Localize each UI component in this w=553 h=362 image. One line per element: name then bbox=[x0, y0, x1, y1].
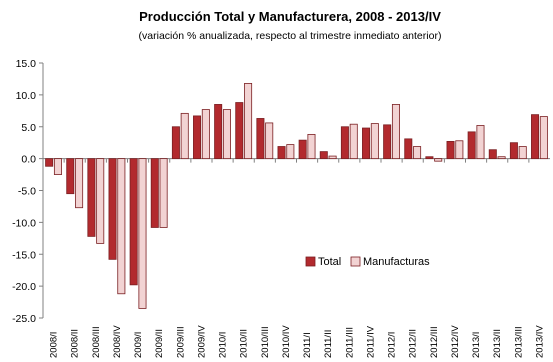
x-tick-label: 2013/IV bbox=[534, 325, 545, 358]
bar-manufacturas-2011-I bbox=[307, 133, 316, 160]
axes bbox=[39, 62, 550, 319]
bar-total-2009-II bbox=[150, 158, 159, 228]
bar-manufacturas-2012-I bbox=[391, 104, 400, 160]
x-tick-label: 2011/I bbox=[302, 332, 313, 358]
x-tick-label: 2010/IV bbox=[281, 325, 292, 358]
bar-manufacturas-2011-II bbox=[328, 155, 337, 160]
bar-manufacturas-2012-II bbox=[413, 146, 422, 160]
bar-total-2009-III bbox=[171, 126, 180, 160]
x-tick-label: 2012/IV bbox=[450, 325, 461, 358]
bar-total-2008-I bbox=[45, 158, 54, 167]
bar-manufacturas-2010-I bbox=[222, 109, 231, 160]
x-tick-label: 2009/I bbox=[133, 332, 144, 358]
bars bbox=[45, 83, 548, 309]
bar-total-2012-I bbox=[383, 124, 392, 160]
bar-total-2013-IV bbox=[531, 114, 540, 160]
legend-swatch-manufacturas bbox=[350, 256, 361, 267]
x-tick-label: 2013/III bbox=[513, 326, 524, 358]
y-tick-label: -20.0 bbox=[12, 281, 36, 293]
bar-manufacturas-2009-IV bbox=[201, 109, 210, 160]
bar-manufacturas-2010-III bbox=[265, 122, 274, 160]
bar-manufacturas-2009-I bbox=[138, 158, 147, 309]
x-tick-label: 2008/III bbox=[91, 326, 102, 358]
bar-manufacturas-2013-I bbox=[476, 125, 485, 160]
legend-label-manufacturas: Manufacturas bbox=[363, 256, 430, 268]
bar-total-2012-II bbox=[404, 138, 413, 160]
bar-manufacturas-2008-I bbox=[53, 158, 62, 175]
bar-manufacturas-2009-III bbox=[180, 112, 189, 160]
y-tick-label: -10.0 bbox=[12, 217, 36, 229]
x-tick-label: 2009/IV bbox=[196, 325, 207, 358]
bar-total-2008-IV bbox=[108, 158, 117, 260]
bar-manufacturas-2008-III bbox=[96, 158, 105, 244]
bar-total-2013-II bbox=[488, 149, 497, 160]
x-tick-label: 2009/III bbox=[175, 326, 186, 358]
bar-total-2009-I bbox=[129, 158, 138, 286]
bar-total-2013-III bbox=[509, 142, 518, 160]
bar-manufacturas-2011-III bbox=[349, 123, 358, 160]
bar-total-2010-IV bbox=[277, 146, 286, 160]
x-tick-label: 2012/III bbox=[429, 326, 440, 358]
x-tick-label: 2011/IV bbox=[365, 325, 376, 358]
chart-title: Producción Total y Manufacturera, 2008 -… bbox=[139, 9, 441, 24]
bar-manufacturas-2009-II bbox=[159, 158, 168, 228]
bar-manufacturas-2013-III bbox=[518, 146, 527, 160]
x-tick-labels: 2008/I 2008/II 2008/III 2008/IV 2009/I 2009/I… bbox=[49, 325, 546, 358]
x-tick-label: 2010/II bbox=[239, 329, 250, 358]
bar-manufacturas-2010-II bbox=[244, 83, 253, 160]
x-tick-label: 2008/II bbox=[70, 329, 81, 358]
bar-total-2012-III bbox=[425, 156, 434, 160]
x-tick-label: 2008/I bbox=[49, 332, 60, 358]
y-tick-label: 0.0 bbox=[21, 154, 36, 166]
x-tick-label: 2008/IV bbox=[112, 325, 123, 358]
bar-total-2010-III bbox=[256, 118, 265, 160]
bar-total-2008-III bbox=[87, 158, 96, 237]
legend-swatch-total bbox=[305, 256, 316, 267]
bar-manufacturas-2011-IV bbox=[370, 123, 379, 160]
y-tick-label: -25.0 bbox=[12, 313, 36, 325]
x-tick-label: 2009/II bbox=[154, 329, 165, 358]
bar-total-2010-I bbox=[214, 104, 223, 160]
bar-total-2011-II bbox=[319, 151, 328, 160]
bar-manufacturas-2010-IV bbox=[286, 144, 295, 160]
bar-total-2011-I bbox=[298, 139, 307, 160]
bar-manufacturas-2013-II bbox=[497, 156, 506, 160]
x-tick-label: 2010/III bbox=[260, 326, 271, 358]
bar-total-2012-IV bbox=[446, 141, 455, 160]
bar-manufacturas-2008-II bbox=[75, 158, 84, 209]
y-tick-label: 10.0 bbox=[16, 90, 37, 102]
x-tick-label: 2012/I bbox=[387, 332, 398, 358]
x-tick-label: 2013/II bbox=[492, 329, 503, 358]
bar-total-2011-III bbox=[340, 126, 349, 160]
x-tick-label: 2010/I bbox=[218, 332, 229, 358]
x-tick-label: 2011/II bbox=[323, 330, 334, 358]
y-tick-label: -5.0 bbox=[18, 186, 36, 198]
chart-subtitle: (variación % anualizada, respecto al tri… bbox=[139, 30, 442, 42]
bar-total-2008-II bbox=[66, 158, 75, 195]
legend-label-total: Total bbox=[318, 256, 341, 268]
bar-total-2010-II bbox=[235, 102, 244, 160]
x-tick-label: 2012/II bbox=[408, 329, 419, 358]
bar-total-2013-I bbox=[467, 131, 476, 160]
bar-manufacturas-2008-IV bbox=[117, 158, 126, 295]
bar-manufacturas-2013-IV bbox=[539, 116, 548, 160]
y-tick-label: 15.0 bbox=[16, 58, 37, 70]
bar-total-2009-IV bbox=[193, 115, 202, 160]
y-tick-labels: 15.0 10.0 5.0 0.0 -5.0 -10.0 -15.0 -20.0 -25.0 bbox=[12, 58, 36, 325]
legend: Total Manufacturas bbox=[305, 256, 430, 268]
bar-manufacturas-2012-IV bbox=[455, 140, 464, 160]
y-tick-label: 5.0 bbox=[21, 122, 36, 134]
x-tick-label: 2011/III bbox=[344, 327, 355, 358]
bar-total-2011-IV bbox=[362, 127, 371, 160]
bar-manufacturas-2012-III bbox=[434, 158, 443, 162]
y-tick-label: -15.0 bbox=[12, 249, 36, 261]
x-tick-label: 2013/I bbox=[471, 332, 482, 358]
